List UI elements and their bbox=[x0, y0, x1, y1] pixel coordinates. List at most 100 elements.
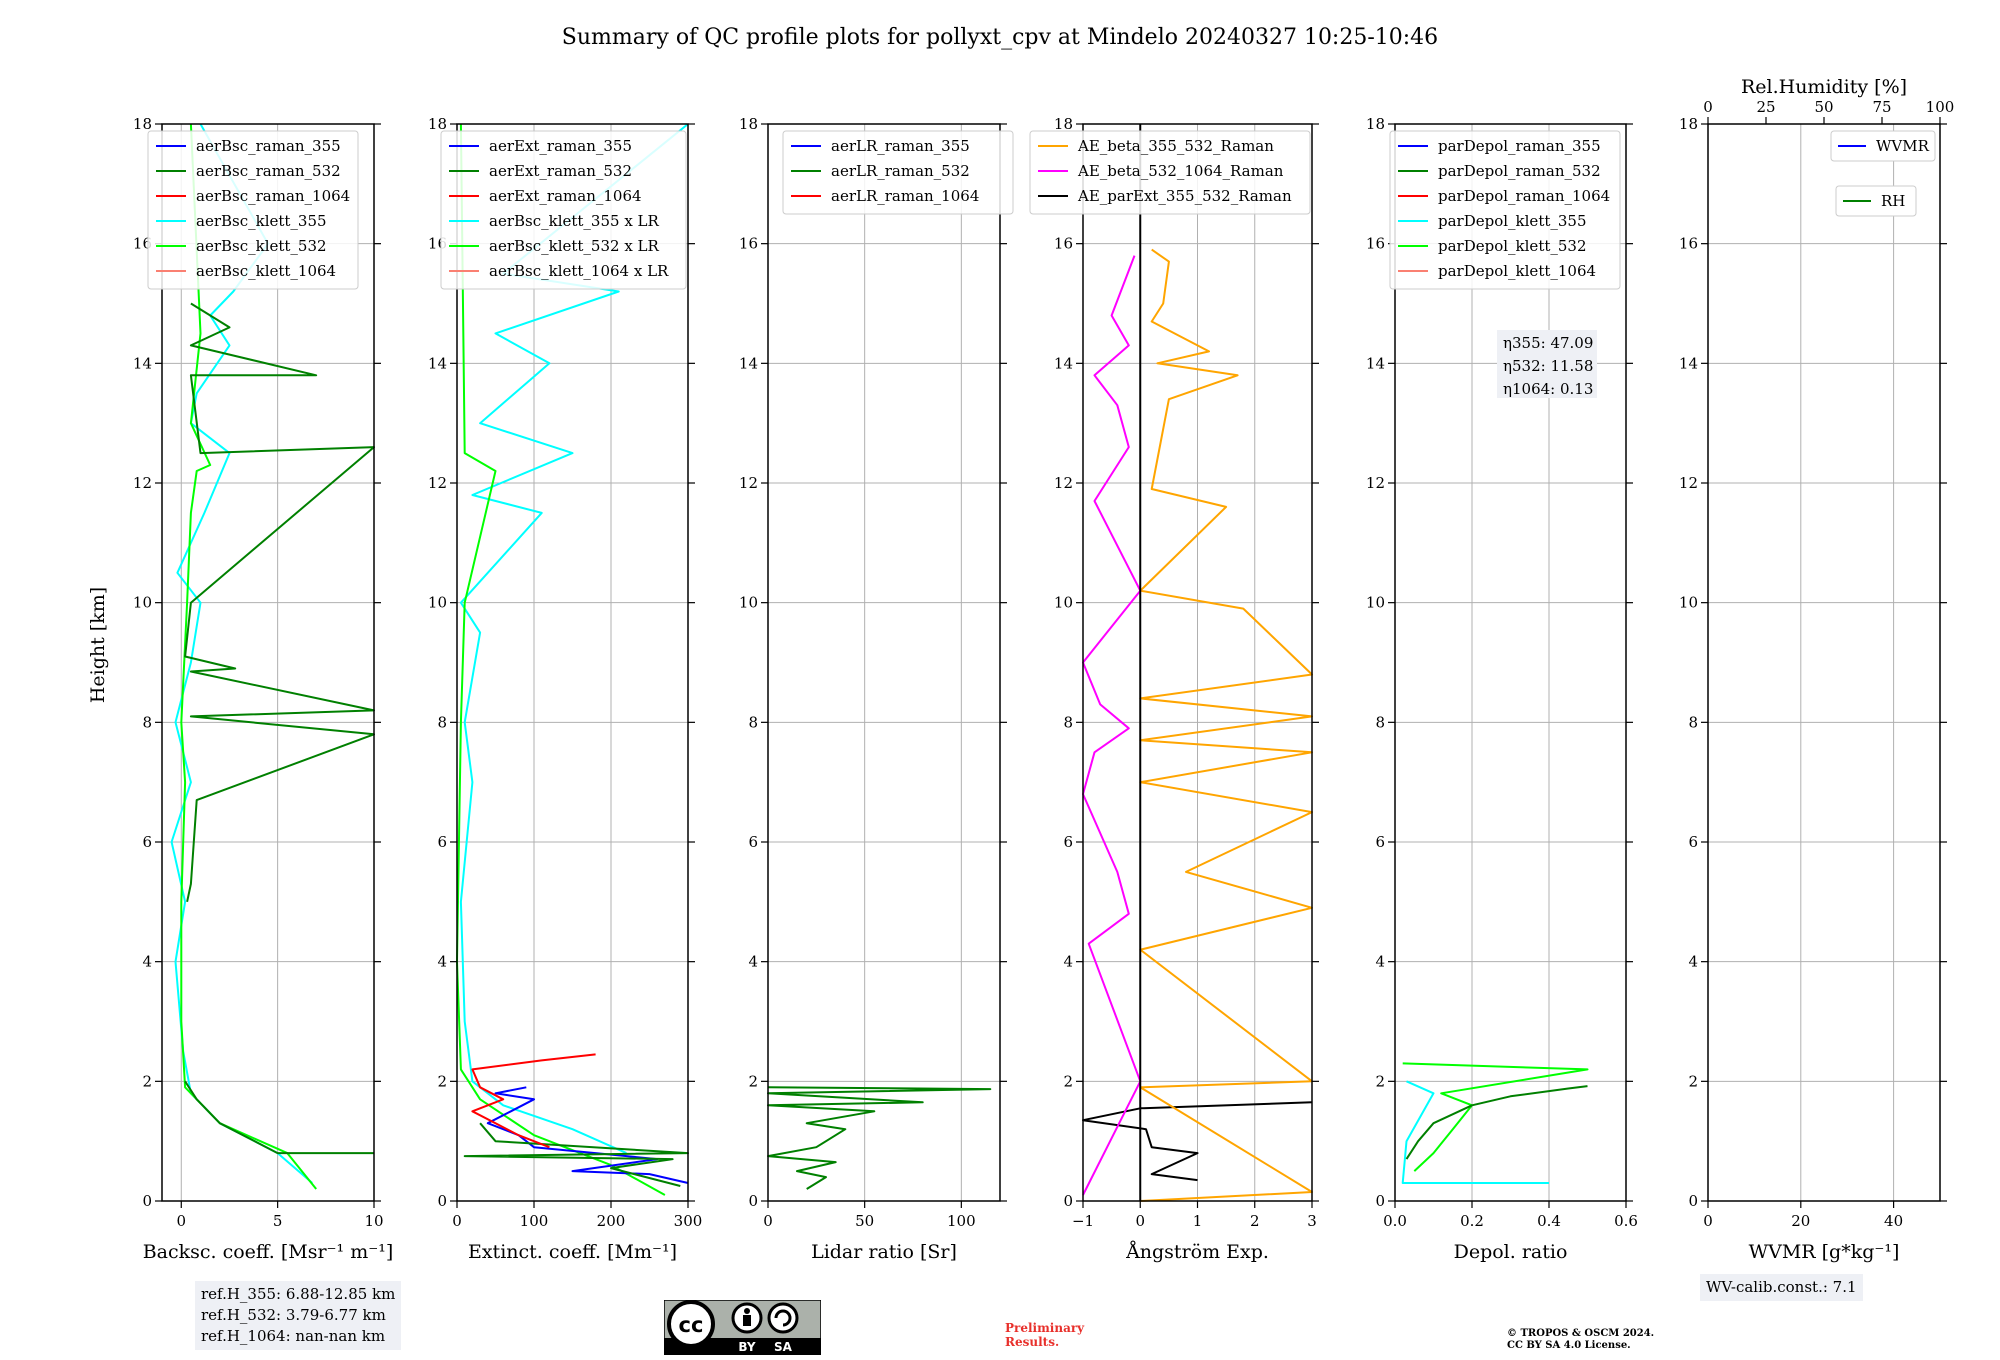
panel-3: 0 50 100 0 2 4 6 8 10 12 14 16 18 Lidar ratio [Sr] aer… bbox=[739, 115, 1014, 1263]
y-tick-label: 6 bbox=[142, 833, 152, 851]
legend-rh: RH bbox=[1835, 185, 1917, 217]
eta-label: η1064: 0.13 bbox=[1503, 380, 1593, 398]
x-tick-label: 0 bbox=[763, 1212, 773, 1230]
x-tick-label: 50 bbox=[855, 1212, 874, 1230]
y-tick-label: 0 bbox=[1063, 1192, 1073, 1210]
legend-entry: aerBsc_klett_532 x LR bbox=[489, 237, 660, 255]
series-line-ae-beta-355-532-raman bbox=[1139, 248, 1313, 1202]
cc-license-badge: cc BY SA bbox=[664, 1300, 821, 1355]
y-tick-label: 8 bbox=[1688, 713, 1698, 731]
top-x-tick-label: 0 bbox=[1703, 98, 1713, 116]
x-tick-label: 5 bbox=[273, 1212, 283, 1230]
legend-entry: parDepol_klett_355 bbox=[1438, 212, 1587, 230]
series-line-pardepol-raman-532 bbox=[1405, 1085, 1588, 1160]
y-tick-label: 18 bbox=[739, 115, 758, 133]
y-tick-label: 6 bbox=[748, 833, 758, 851]
legend-entry: aerBsc_klett_1064 bbox=[196, 262, 336, 280]
preliminary-note: Preliminary Results. bbox=[1005, 1321, 1084, 1349]
y-tick-label: 0 bbox=[142, 1192, 152, 1210]
y-tick-label: 12 bbox=[1679, 474, 1698, 492]
y-tick-label: 16 bbox=[133, 235, 152, 253]
legend-entry: AE_beta_355_532_Raman bbox=[1077, 137, 1274, 155]
x-tick-label: 100 bbox=[520, 1212, 549, 1230]
y-tick-label: 6 bbox=[1688, 833, 1698, 851]
y-tick-label: 16 bbox=[1679, 235, 1698, 253]
series-line-aerbsc-klett-355 bbox=[170, 123, 313, 1184]
y-tick-label: 12 bbox=[1366, 474, 1385, 492]
y-tick-label: 10 bbox=[739, 594, 758, 612]
y-tick-label: 14 bbox=[739, 354, 758, 372]
wv-calib-text: WV-calib.const.: 7.1 bbox=[1706, 1278, 1857, 1296]
y-tick-label: 18 bbox=[1054, 115, 1073, 133]
legend-entry: WVMR bbox=[1876, 137, 1930, 155]
x-tick-label: −1 bbox=[1072, 1212, 1094, 1230]
top-x-tick-label: 75 bbox=[1872, 98, 1891, 116]
y-tick-label: 6 bbox=[437, 833, 447, 851]
x-tick-label: 0.6 bbox=[1614, 1212, 1638, 1230]
y-tick-label: 2 bbox=[1063, 1072, 1073, 1090]
y-tick-label: 14 bbox=[1679, 354, 1698, 372]
x-tick-label: 300 bbox=[674, 1212, 703, 1230]
y-tick-label: 10 bbox=[1054, 594, 1073, 612]
y-tick-label: 4 bbox=[142, 953, 152, 971]
legend-entry: aerExt_raman_532 bbox=[489, 162, 632, 180]
legend-entry: parDepol_raman_1064 bbox=[1438, 187, 1610, 205]
legend-entry: aerExt_raman_355 bbox=[489, 137, 632, 155]
series-line-aerbsc-raman-532 bbox=[184, 302, 375, 903]
ref-height-1064: ref.H_1064: nan-nan km bbox=[201, 1327, 386, 1345]
y-tick-label: 2 bbox=[437, 1072, 447, 1090]
legend-entry: aerLR_raman_355 bbox=[831, 137, 970, 155]
y-tick-label: 14 bbox=[1054, 354, 1073, 372]
eta-box: η355: 47.09 η532: 11.58 η1064: 0.13 bbox=[1497, 330, 1597, 398]
axes-frame bbox=[1707, 123, 1941, 1202]
y-tick-label: 2 bbox=[748, 1072, 758, 1090]
y-tick-label: 12 bbox=[1054, 474, 1073, 492]
cc-sa-text: SA bbox=[774, 1340, 793, 1354]
x-tick-label: 0 bbox=[452, 1212, 462, 1230]
y-tick-label: 0 bbox=[1688, 1192, 1698, 1210]
legend-entry: AE_beta_532_1064_Raman bbox=[1077, 162, 1284, 180]
y-tick-label: 16 bbox=[739, 235, 758, 253]
legend-entry: parDepol_klett_532 bbox=[1438, 237, 1587, 255]
series-line-pardepol-klett-532 bbox=[1402, 1062, 1589, 1172]
y-tick-label: 18 bbox=[428, 115, 447, 133]
y-tick-label: 12 bbox=[428, 474, 447, 492]
y-tick-label: 2 bbox=[142, 1072, 152, 1090]
axes-frame bbox=[161, 123, 375, 1202]
x-tick-label: 20 bbox=[1791, 1212, 1810, 1230]
panel-6: 0 20 40 0 2 4 6 8 10 12 14 16 18 WVMR [g*kg⁻¹] 0 25 50 75… bbox=[1679, 76, 1954, 1263]
y-tick-label: 8 bbox=[1375, 713, 1385, 731]
top-x-axis-label: Rel.Humidity [%] bbox=[1741, 76, 1907, 98]
y-axis-label: Height [km] bbox=[87, 587, 109, 703]
legend-entry: aerExt_raman_1064 bbox=[489, 187, 642, 205]
series-line-aerext-raman-532 bbox=[463, 1122, 689, 1187]
legend: aerExt_raman_355 aerExt_raman_532 aerExt_r… bbox=[440, 130, 687, 290]
legend-entry: aerBsc_raman_532 bbox=[196, 162, 341, 180]
legend-entry: parDepol_raman_532 bbox=[1438, 162, 1601, 180]
top-x-tick-label: 50 bbox=[1814, 98, 1833, 116]
y-tick-label: 18 bbox=[1679, 115, 1698, 133]
panel-1: 0 5 10 0 2 4 6 8 10 12 14 16 18 Backsc. coeff. [Msr⁻¹… bbox=[133, 115, 393, 1263]
copyright-note: © TROPOS & OSCM 2024. CC BY SA 4.0 Licen… bbox=[1507, 1328, 1654, 1352]
y-tick-label: 14 bbox=[428, 354, 447, 372]
legend: parDepol_raman_355 parDepol_raman_532 parD… bbox=[1389, 130, 1621, 290]
axes-frame bbox=[767, 123, 1001, 1202]
wv-calib-box: WV-calib.const.: 7.1 bbox=[1700, 1274, 1863, 1301]
svg-text:cc: cc bbox=[679, 1313, 704, 1337]
y-tick-label: 12 bbox=[739, 474, 758, 492]
y-tick-label: 0 bbox=[437, 1192, 447, 1210]
legend: aerLR_raman_355 aerLR_raman_532 aerLR_rama… bbox=[782, 130, 1014, 215]
y-tick-label: 6 bbox=[1063, 833, 1073, 851]
y-tick-label: 4 bbox=[748, 953, 758, 971]
eta-label: η355: 47.09 bbox=[1503, 334, 1593, 352]
x-tick-label: 3 bbox=[1307, 1212, 1317, 1230]
y-tick-label: 18 bbox=[1366, 115, 1385, 133]
x-tick-label: 40 bbox=[1884, 1212, 1903, 1230]
legend-entry: AE_parExt_355_532_Raman bbox=[1077, 187, 1292, 205]
x-axis-label: WVMR [g*kg⁻¹] bbox=[1749, 1241, 1900, 1263]
legend-entry: aerLR_raman_1064 bbox=[831, 187, 979, 205]
preliminary-line-2: Results. bbox=[1005, 1335, 1060, 1349]
